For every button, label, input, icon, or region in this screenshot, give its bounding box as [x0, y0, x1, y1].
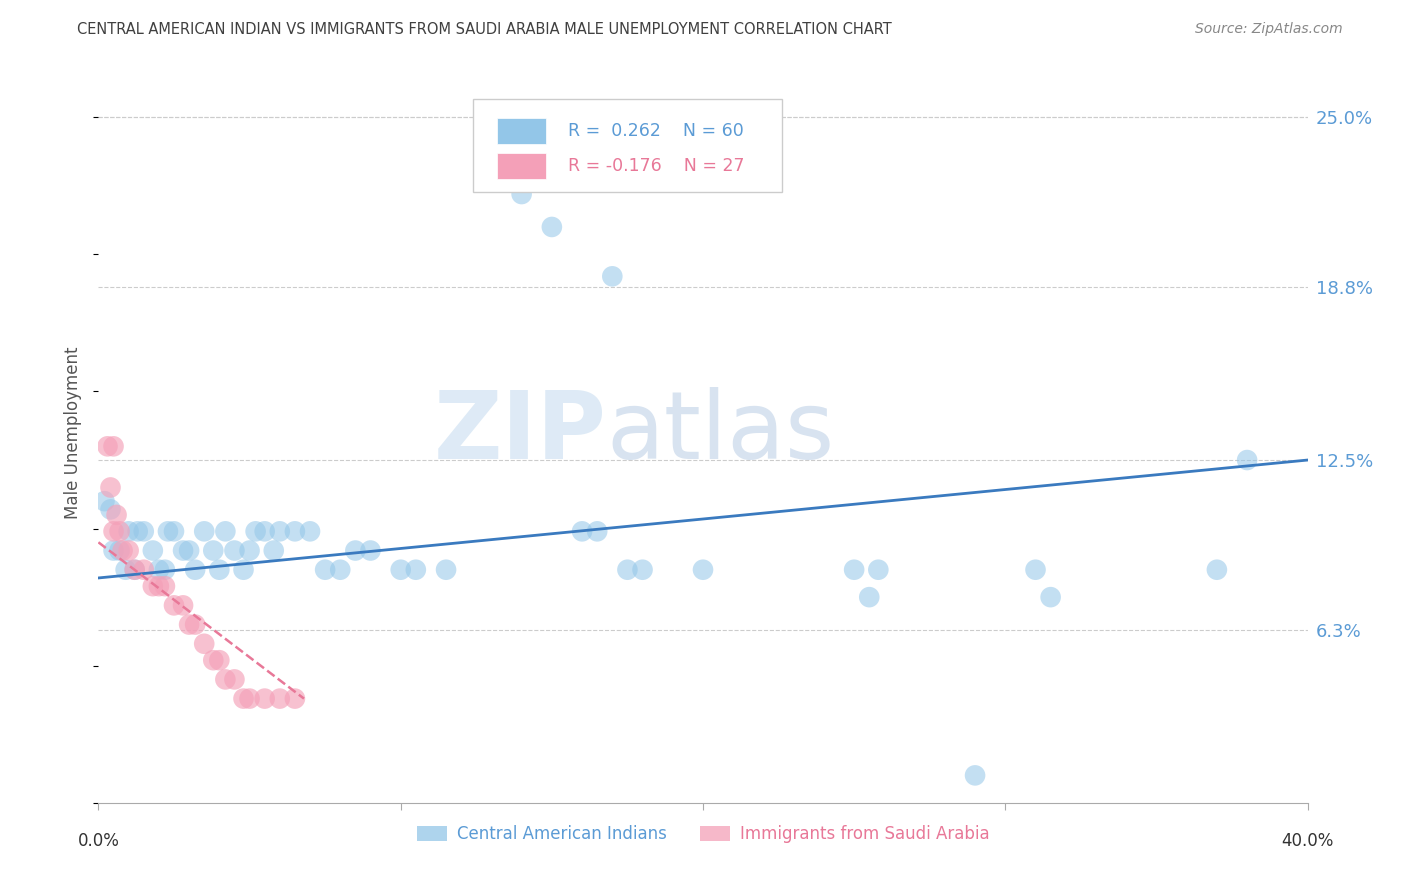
Point: [844, 563, 866, 577]
Text: CENTRAL AMERICAN INDIAN VS IMMIGRANTS FROM SAUDI ARABIA MALE UNEMPLOYMENT CORREL: CENTRAL AMERICAN INDIAN VS IMMIGRANTS FR…: [77, 22, 891, 37]
Text: R =  0.262    N = 60: R = 0.262 N = 60: [568, 122, 744, 140]
Legend: Central American Indians, Immigrants from Saudi Arabia: Central American Indians, Immigrants fro…: [411, 819, 995, 850]
Text: atlas: atlas: [606, 386, 835, 479]
Point: [868, 563, 890, 577]
Point: [1236, 453, 1258, 467]
Point: [108, 524, 131, 539]
Point: [100, 502, 122, 516]
Point: [1039, 590, 1062, 604]
Point: [245, 524, 267, 539]
Point: [224, 673, 246, 687]
Point: [253, 524, 276, 539]
Point: [163, 524, 186, 539]
Point: [602, 269, 624, 284]
Y-axis label: Male Unemployment: Male Unemployment: [65, 346, 83, 519]
Point: [299, 524, 322, 539]
Point: [118, 543, 141, 558]
Text: 0.0%: 0.0%: [77, 832, 120, 850]
Text: Source: ZipAtlas.com: Source: ZipAtlas.com: [1195, 22, 1343, 37]
Point: [232, 691, 254, 706]
Point: [156, 524, 179, 539]
Point: [108, 543, 131, 558]
Point: [269, 524, 291, 539]
Point: [616, 563, 638, 577]
Point: [1024, 563, 1046, 577]
Point: [232, 563, 254, 577]
Point: [239, 691, 262, 706]
Point: [96, 439, 118, 453]
Point: [253, 691, 276, 706]
Point: [284, 524, 307, 539]
Point: [239, 543, 262, 558]
Point: [118, 524, 141, 539]
Point: [631, 563, 654, 577]
Point: [142, 579, 165, 593]
Point: [172, 543, 194, 558]
Point: [132, 563, 155, 577]
Point: [405, 563, 427, 577]
Point: [153, 563, 176, 577]
Point: [184, 617, 207, 632]
Point: [1206, 563, 1229, 577]
Point: [172, 599, 194, 613]
Point: [124, 563, 146, 577]
FancyBboxPatch shape: [474, 99, 782, 192]
Point: [105, 508, 128, 522]
Point: [434, 563, 457, 577]
Point: [329, 563, 352, 577]
Point: [142, 543, 165, 558]
Point: [148, 563, 170, 577]
Point: [314, 563, 336, 577]
Point: [93, 494, 115, 508]
Point: [103, 524, 125, 539]
Point: [858, 590, 880, 604]
Point: [124, 563, 146, 577]
Point: [100, 480, 122, 494]
Point: [148, 579, 170, 593]
Text: R = -0.176    N = 27: R = -0.176 N = 27: [568, 157, 744, 175]
Point: [193, 637, 215, 651]
Point: [692, 563, 714, 577]
Point: [202, 543, 225, 558]
Point: [202, 653, 225, 667]
Point: [114, 563, 136, 577]
Point: [184, 563, 207, 577]
Point: [103, 543, 125, 558]
Point: [153, 579, 176, 593]
Point: [193, 524, 215, 539]
Point: [586, 524, 609, 539]
Point: [111, 543, 134, 558]
Point: [571, 524, 593, 539]
Point: [208, 653, 231, 667]
Point: [540, 219, 562, 234]
Point: [510, 187, 533, 202]
Point: [208, 563, 231, 577]
FancyBboxPatch shape: [498, 119, 546, 145]
Point: [214, 524, 236, 539]
Point: [269, 691, 291, 706]
Point: [360, 543, 382, 558]
Point: [132, 524, 155, 539]
Point: [214, 673, 236, 687]
Point: [179, 543, 201, 558]
Point: [284, 691, 307, 706]
Point: [389, 563, 412, 577]
Point: [965, 768, 987, 782]
Point: [103, 439, 125, 453]
Point: [163, 599, 186, 613]
Point: [179, 617, 201, 632]
Text: 40.0%: 40.0%: [1281, 832, 1334, 850]
Point: [1357, 681, 1379, 695]
Point: [127, 524, 149, 539]
FancyBboxPatch shape: [498, 153, 546, 179]
Point: [224, 543, 246, 558]
Point: [344, 543, 367, 558]
Text: ZIP: ZIP: [433, 386, 606, 479]
Point: [263, 543, 285, 558]
